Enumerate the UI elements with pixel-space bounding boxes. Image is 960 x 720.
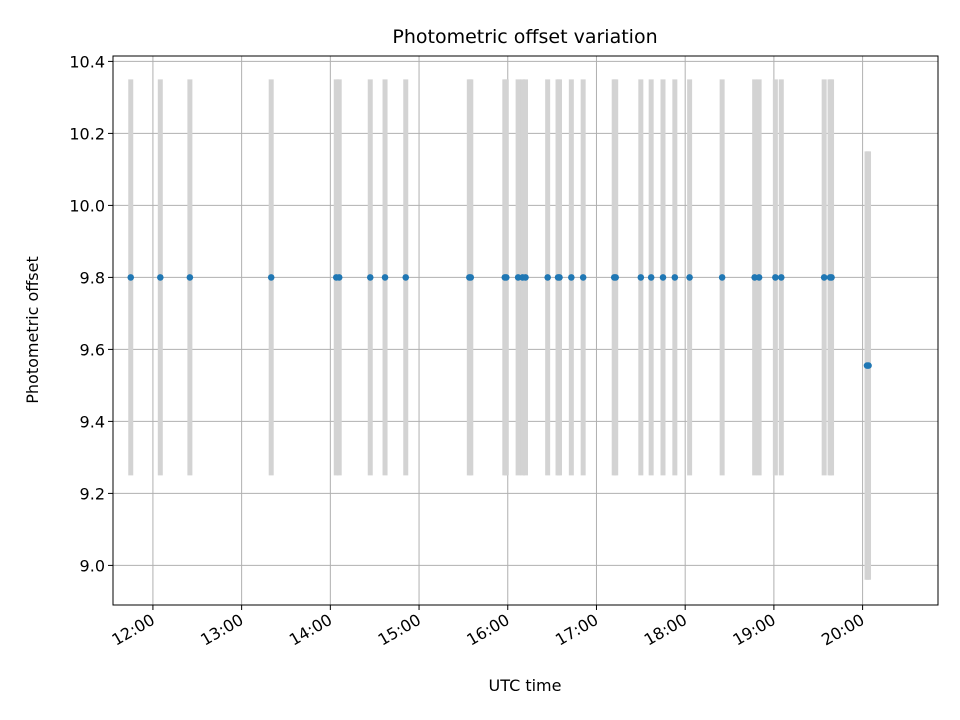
data-point xyxy=(671,274,679,281)
data-point xyxy=(828,274,835,281)
y-tick-label: 10.4 xyxy=(69,52,105,71)
data-point xyxy=(568,274,575,281)
data-point xyxy=(647,274,655,281)
data-point xyxy=(686,274,693,281)
y-axis-label: Photometric offset xyxy=(23,256,42,404)
y-tick-label: 10.2 xyxy=(69,124,105,143)
data-point xyxy=(402,274,410,281)
y-tick-label: 9.2 xyxy=(80,484,105,503)
y-tick-label: 9.0 xyxy=(80,556,105,575)
data-point xyxy=(467,274,475,281)
data-point xyxy=(637,274,645,281)
data-point xyxy=(612,274,619,281)
y-tick-label: 9.6 xyxy=(80,340,105,359)
x-axis-label: UTC time xyxy=(489,676,562,695)
data-point xyxy=(820,274,828,281)
data-point xyxy=(556,274,563,281)
data-point xyxy=(659,274,667,281)
chart-title: Photometric offset variation xyxy=(392,26,657,48)
data-point xyxy=(186,274,194,281)
data-point xyxy=(579,274,587,281)
data-point xyxy=(381,274,389,281)
plot-frame xyxy=(112,55,939,606)
data-point xyxy=(755,274,763,281)
data-point xyxy=(127,274,135,281)
data-point xyxy=(267,274,275,281)
point-layer xyxy=(127,274,872,369)
data-point xyxy=(335,274,343,281)
y-tick-label: 10.0 xyxy=(69,196,105,215)
y-tick-label: 9.4 xyxy=(80,412,105,431)
data-point xyxy=(502,274,510,281)
y-axis-ticks: 9.0 9.2 9.4 9.6 9.8 10.0 10.2 10.4 xyxy=(69,52,113,575)
data-point xyxy=(772,274,779,281)
y-tick-label: 9.8 xyxy=(80,268,105,287)
data-point xyxy=(777,274,785,281)
data-point xyxy=(522,274,529,281)
data-point xyxy=(366,274,374,281)
data-point xyxy=(718,274,726,281)
data-point xyxy=(544,274,551,281)
data-point xyxy=(865,362,872,369)
data-point xyxy=(157,274,164,281)
